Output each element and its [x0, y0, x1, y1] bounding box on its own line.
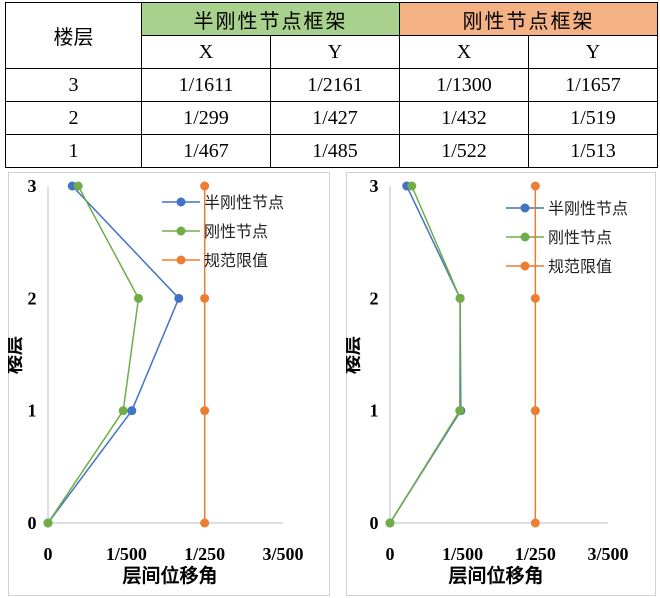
- dir-header-y: Y: [271, 36, 400, 69]
- x-tick-label: 1/500: [442, 544, 483, 564]
- value-cell: 1/467: [142, 135, 271, 168]
- chart-frame: [9, 173, 330, 596]
- data-point: [456, 294, 465, 303]
- floor-cell: 1: [6, 135, 142, 168]
- y-tick-label: 0: [370, 513, 379, 533]
- data-point: [74, 182, 83, 191]
- data-point: [200, 406, 209, 415]
- legend-label: 刚性节点: [204, 222, 268, 241]
- dir-header-x: X: [400, 36, 529, 69]
- data-point: [407, 182, 416, 191]
- x-tick-label: 0: [44, 544, 53, 564]
- drift-ratio-table: 楼层 半刚性节点框架 刚性节点框架 X Y X Y 3 1/1611 1/216…: [5, 2, 658, 168]
- value-cell: 1/522: [400, 135, 529, 168]
- x-axis-title: 层间位移角: [448, 564, 543, 587]
- legend-swatch-marker: [177, 198, 186, 207]
- y-tick-label: 2: [370, 288, 379, 308]
- floor-cell: 2: [6, 102, 142, 135]
- x-tick-label: 1/500: [106, 544, 147, 564]
- data-point: [531, 294, 540, 303]
- data-point: [386, 519, 395, 528]
- legend-swatch-marker: [521, 233, 530, 242]
- y-tick-label: 1: [370, 401, 379, 421]
- dir-header-x: X: [142, 36, 271, 69]
- chart-semi-rigid-drift: 0 1/500 1/250 3/500 0 1 2 3 层间位移角 楼层 半刚性节点刚性节点规范限值: [8, 172, 330, 596]
- legend-label: 规范限值: [204, 251, 268, 270]
- value-cell: 1/2161: [271, 69, 400, 102]
- group-header-rigid: 刚性节点框架: [400, 3, 658, 36]
- y-tick-label: 3: [28, 176, 37, 196]
- value-cell: 1/519: [529, 102, 658, 135]
- value-cell: 1/485: [271, 135, 400, 168]
- x-tick-label: 0: [386, 544, 395, 564]
- y-tick-label: 1: [28, 401, 37, 421]
- legend-label: 半刚性节点: [204, 193, 284, 212]
- value-cell: 1/1657: [529, 69, 658, 102]
- value-cell: 1/299: [142, 102, 271, 135]
- legend-swatch-marker: [177, 256, 186, 265]
- legend-swatch-marker: [521, 204, 530, 213]
- data-point: [531, 406, 540, 415]
- legend-swatch-marker: [177, 227, 186, 236]
- data-point: [119, 406, 128, 415]
- x-tick-label: 1/250: [184, 544, 225, 564]
- value-cell: 1/427: [271, 102, 400, 135]
- legend-swatch-marker: [521, 262, 530, 271]
- legend-label: 规范限值: [548, 257, 612, 276]
- x-tick-label: 1/250: [515, 544, 556, 564]
- data-point: [531, 519, 540, 528]
- y-tick-label: 2: [28, 288, 37, 308]
- data-point: [200, 182, 209, 191]
- chart-rigid-drift: 0 1/500 1/250 3/500 0 1 2 3 层间位移角 楼层 半刚性节点刚性节点规范限值: [346, 172, 656, 596]
- x-tick-label: 3/500: [587, 544, 628, 564]
- y-axis-title: 楼层: [8, 336, 25, 374]
- floor-header: 楼层: [6, 3, 142, 69]
- y-tick-label: 0: [28, 513, 37, 533]
- value-cell: 1/432: [400, 102, 529, 135]
- table-row: 2 1/299 1/427 1/432 1/519: [6, 102, 658, 135]
- value-cell: 1/1611: [142, 69, 271, 102]
- data-point: [455, 406, 464, 415]
- value-cell: 1/1300: [400, 69, 529, 102]
- table-row: 3 1/1611 1/2161 1/1300 1/1657: [6, 69, 658, 102]
- group-header-semi-rigid: 半刚性节点框架: [142, 3, 400, 36]
- x-axis-title: 层间位移角: [122, 564, 217, 587]
- floor-cell: 3: [6, 69, 142, 102]
- data-point: [134, 294, 143, 303]
- legend-label: 半刚性节点: [548, 199, 628, 218]
- table-row: 1 1/467 1/485 1/522 1/513: [6, 135, 658, 168]
- dir-header-y: Y: [529, 36, 658, 69]
- value-cell: 1/513: [529, 135, 658, 168]
- data-point: [44, 519, 53, 528]
- data-point: [174, 294, 183, 303]
- data-point: [531, 182, 540, 191]
- y-axis-title: 楼层: [346, 336, 363, 374]
- legend-label: 刚性节点: [548, 228, 612, 247]
- data-point: [127, 406, 136, 415]
- data-point: [200, 519, 209, 528]
- y-tick-label: 3: [370, 176, 379, 196]
- data-point: [200, 294, 209, 303]
- x-tick-label: 3/500: [262, 544, 303, 564]
